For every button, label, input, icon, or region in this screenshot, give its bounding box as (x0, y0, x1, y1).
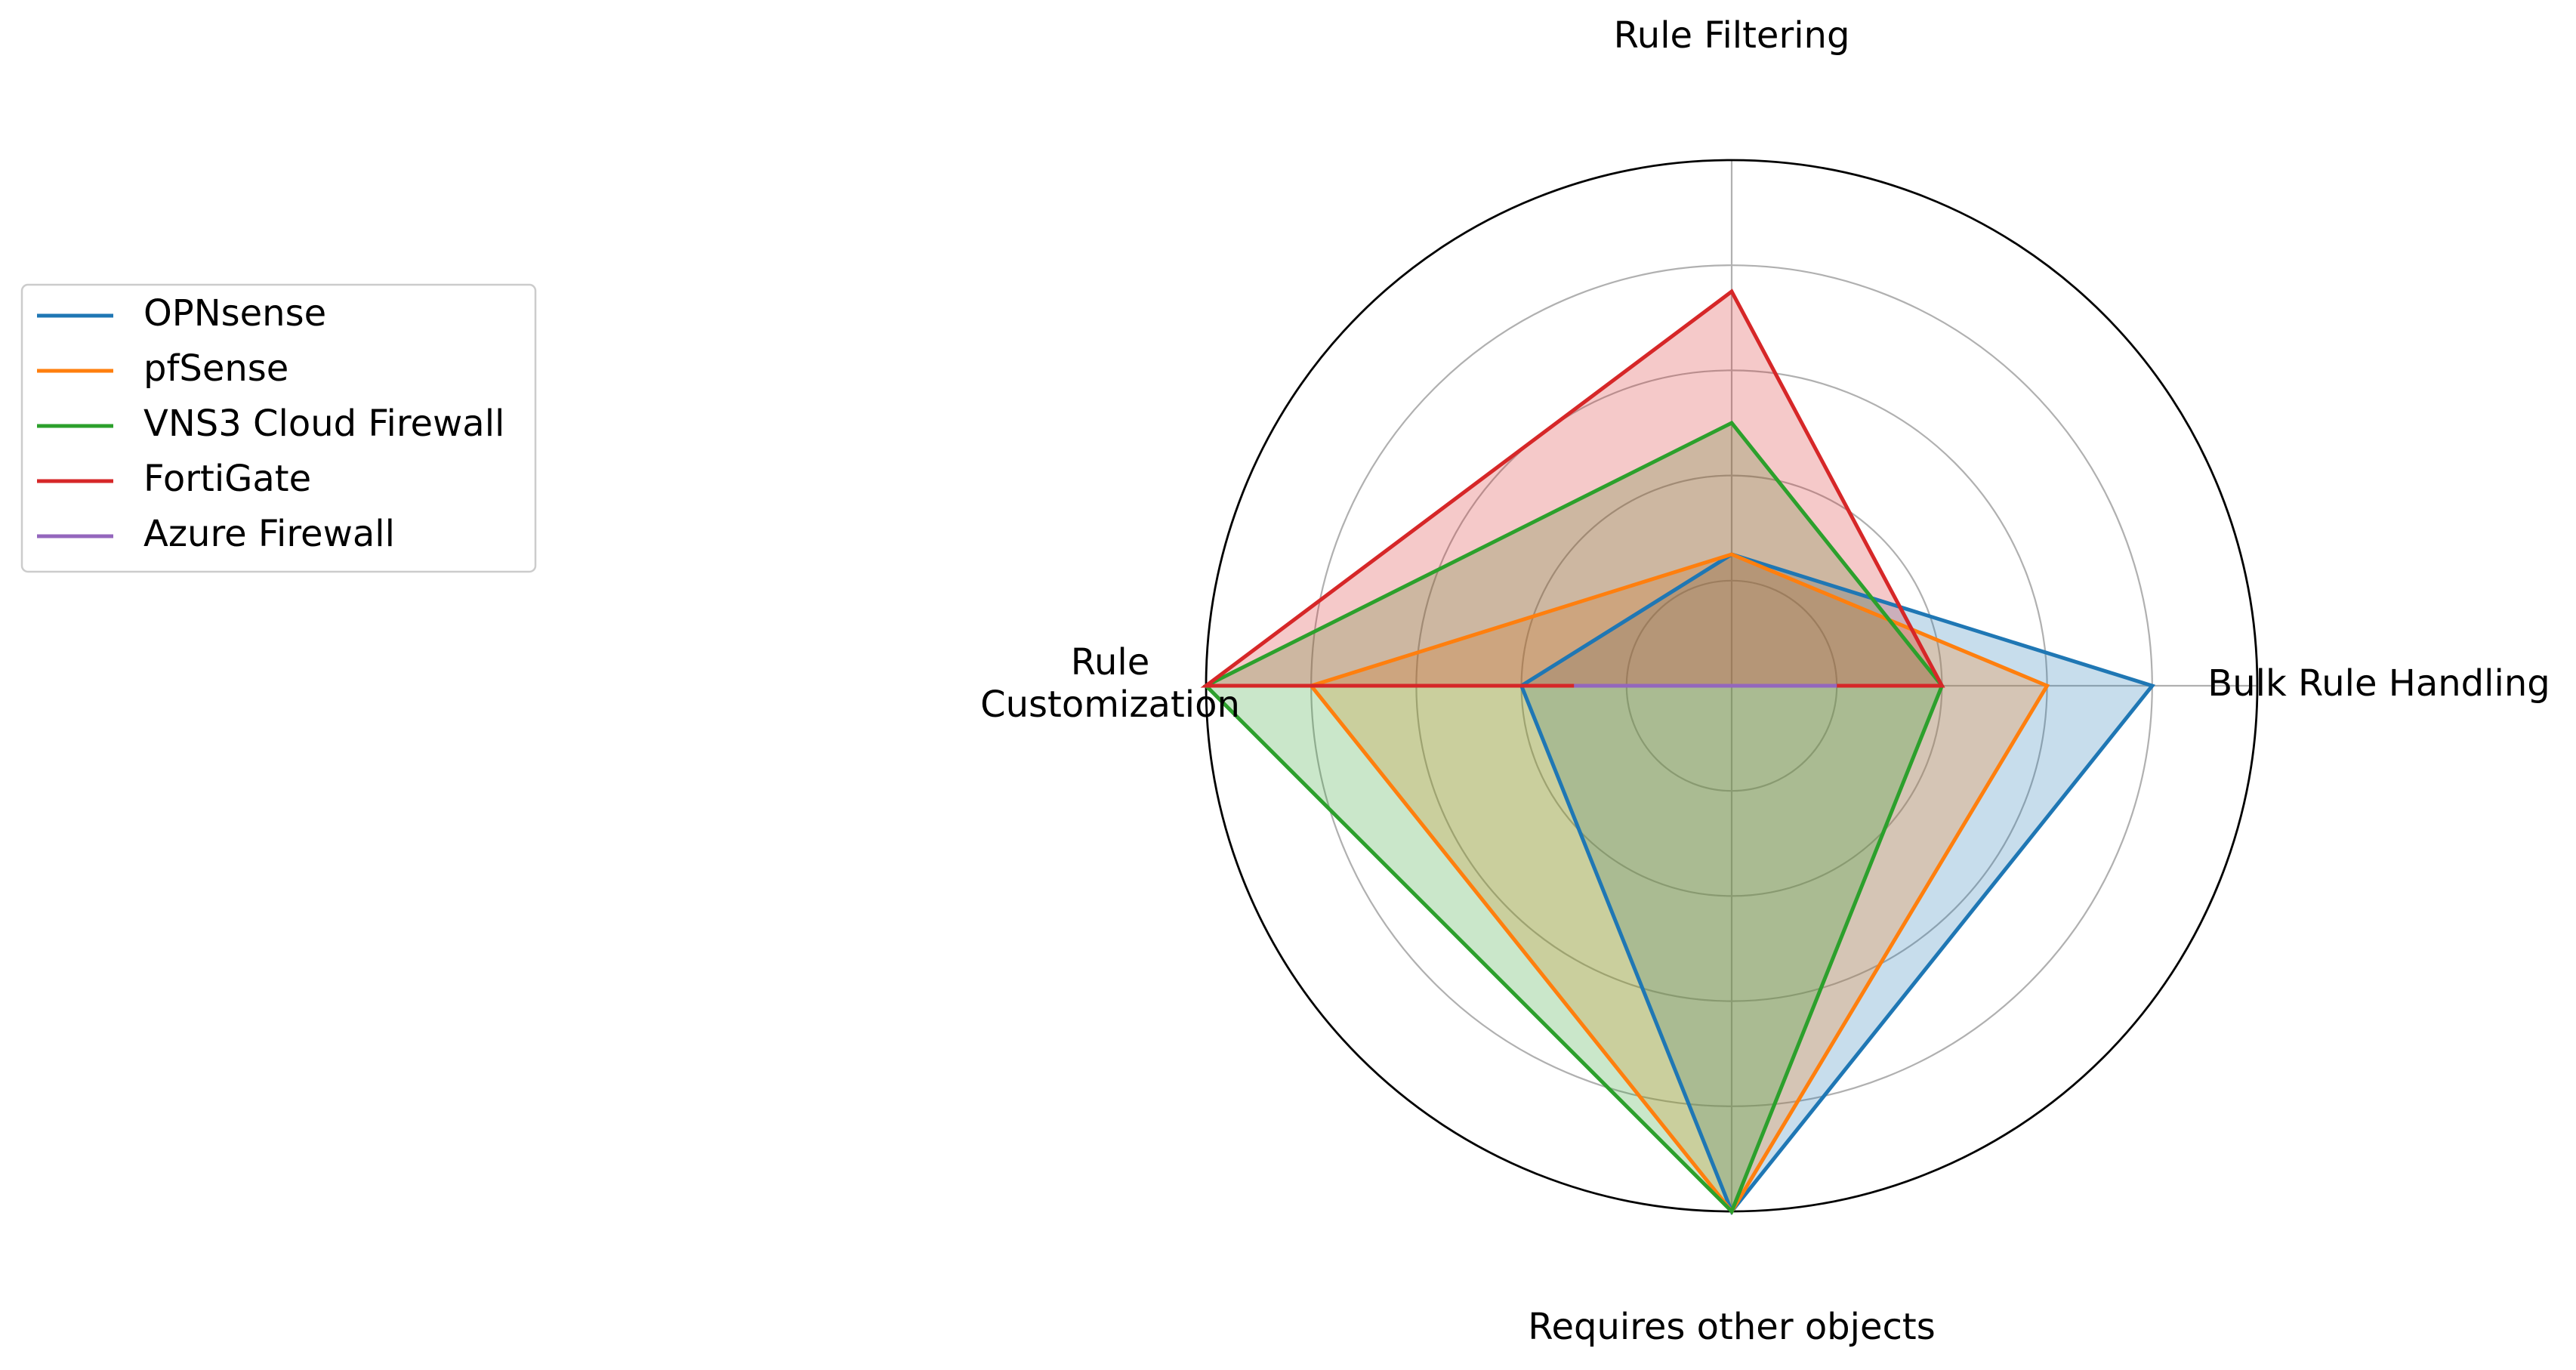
legend-frame (20, 283, 537, 573)
legend-label-2: VNS3 Cloud Firewall (143, 403, 504, 445)
fill-layer (1206, 292, 2152, 1211)
line-layer (1200, 289, 2156, 1215)
legend-label-3: FortiGate (143, 458, 311, 500)
series-fill-0 (1521, 554, 2152, 1211)
axis-label-layer: Bulk Rule Handling Rule Filtering Rule Cust… (980, 14, 2550, 1348)
axis-label: Requires other objects (1528, 1306, 1935, 1348)
legend-label-4: Azure Firewall (143, 513, 395, 555)
axis-label: Rule Filtering (1614, 14, 1850, 57)
series-fill-1 (1311, 554, 2047, 1211)
legend: OPNsense pfSense VNS3 Cloud Firewall FortiG… (20, 283, 537, 573)
legend-label-0: OPNsense (143, 292, 326, 335)
legend-label-1: pfSense (143, 347, 288, 390)
series-fill-3 (1206, 292, 1942, 686)
axis-label: Rule Customization (980, 641, 1240, 726)
axis-label: Bulk Rule Handling (2207, 662, 2550, 705)
